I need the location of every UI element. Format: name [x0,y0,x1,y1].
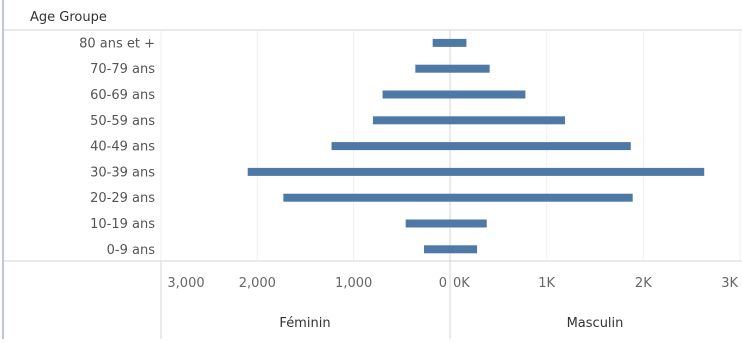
category-label: 30-39 ans [90,165,155,180]
bar-masculin [450,167,705,176]
category-label: 70-79 ans [90,62,155,77]
bar-feminin [382,90,450,99]
category-label: 40-49 ans [90,140,155,155]
axis-title-masculin: Masculin [567,316,624,331]
tick-label-feminin: 1,000 [335,276,372,291]
tick-label-masculin: 3K [721,276,738,291]
bar-masculin [450,142,631,151]
bar-masculin [450,90,526,99]
axis-title-feminin: Féminin [279,316,330,331]
bar-feminin [283,193,450,202]
category-labels: 80 ans et + 70-79 ans 60-69 ans 50-59 ans 40… [79,36,155,257]
bar-feminin [423,245,450,254]
tick-labels-feminin: 3,000 2,000 1,000 0 [167,276,447,291]
bar-masculin [450,193,633,202]
category-label: 60-69 ans [90,88,155,103]
bar-masculin [450,64,490,73]
bar-feminin [372,116,450,125]
bar-feminin [405,219,450,228]
bar-feminin [247,167,450,176]
tick-label-feminin: 0 [439,276,447,291]
tick-label-masculin: 0K [453,276,470,291]
tick-labels-masculin: 0K 1K 2K 3K [453,276,738,291]
tick-label-masculin: 2K [635,276,652,291]
bar-feminin [331,142,450,151]
tick-label-feminin: 3,000 [167,276,204,291]
category-label: 10-19 ans [90,217,155,232]
bar-masculin [450,116,566,125]
bar-feminin [432,38,450,47]
bar-feminin [415,64,450,73]
bar-masculin [450,38,467,47]
category-label: 80 ans et + [79,36,155,51]
bar-masculin [450,219,487,228]
tick-label-feminin: 2,000 [239,276,276,291]
row-header-label: Age Groupe [30,10,107,25]
bars-feminin [247,38,450,254]
tick-label-masculin: 1K [538,276,555,291]
bars-masculin [450,38,705,254]
category-label: 0-9 ans [107,243,156,258]
category-label: 50-59 ans [90,114,155,129]
category-label: 20-29 ans [90,191,155,206]
bar-masculin [450,245,478,254]
